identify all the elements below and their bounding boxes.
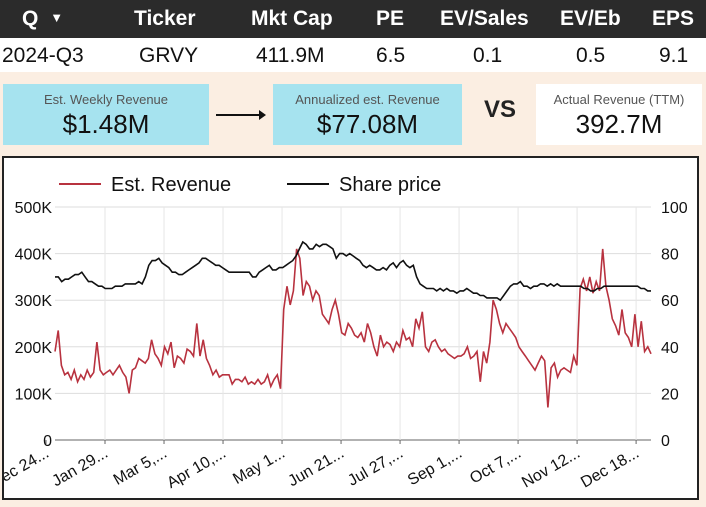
legend-est-revenue-label: Est. Revenue [111,174,231,196]
ticker-column-header: Ticker [134,7,196,30]
y-left-tick-label: 300K [15,293,53,310]
eps-column-header: EPS [652,7,695,30]
x-tick-label: Sep 1,... [405,445,465,490]
y-right-tick-label: 80 [661,247,679,264]
x-tick-label: Dec 18... [578,445,642,492]
table-header: Q ▼ Ticker Mkt Cap PE EV/Sales EV/Eb EPS [0,0,706,38]
legend-share-price-label: Share price [339,174,441,196]
mkt-cap-value: 411.9M [256,44,325,67]
y-left-tick-label: 100K [15,386,53,403]
x-tick-label: Mar 5,... [111,445,170,489]
revenue-chart: 0 100K 200K 300K 400K 500K 0 20 40 60 80 100 Dec 24.… [0,156,699,500]
actual-revenue-card: Actual Revenue (TTM) 392.7M [536,84,702,145]
weekly-revenue-value: $1.48M [62,109,150,139]
y-left-tick-label: 0 [43,433,52,450]
vs-label: VS [484,96,517,123]
x-tick-label: Oct 7,... [467,445,524,488]
table-row: 2024-Q3 GRVY 411.9M 6.5 0.1 0.5 9.1 [0,38,706,72]
annualized-revenue-label: Annualized est. Revenue [295,92,440,107]
x-tick-label: Jul 27,... [345,445,406,490]
x-tick-label: May 1... [230,445,288,488]
weekly-revenue-card: Est. Weekly Revenue $1.48M [3,84,209,145]
quarter-dropdown[interactable]: Q ▼ [22,0,63,38]
weekly-revenue-label: Est. Weekly Revenue [43,92,169,107]
ev-sales-column-header: EV/Sales [440,7,529,30]
est-revenue-line [54,248,652,408]
y-left-tick-label: 500K [15,200,53,217]
ev-eb-value: 0.5 [576,44,606,67]
y-right-tick-label: 20 [661,386,679,403]
y-right-tick-label: 0 [661,433,670,450]
y-right-tick-label: 40 [661,340,679,357]
eps-value: 9.1 [659,44,689,67]
share-price-line [55,240,651,302]
ticker-value: GRVY [139,44,199,67]
arrow-right-icon [216,110,266,120]
quarter-value: 2024-Q3 [2,44,84,67]
revenue-chart-svg: 0 100K 200K 300K 400K 500K 0 20 40 60 80 100 Dec 24.… [0,174,688,492]
y-right-tick-label: 60 [661,293,679,310]
pe-column-header: PE [376,7,405,30]
x-tick-label: Dec 24... [4,445,52,492]
annualized-revenue-value: $77.08M [316,109,419,139]
ev-eb-column-header: EV/Eb [560,7,621,30]
x-tick-label: Jan 29... [49,445,111,490]
mkt-cap-column-header: Mkt Cap [251,7,333,30]
x-tick-label: Apr 10,... [164,445,229,492]
y-left-tick-label: 400K [15,247,53,264]
pe-value: 6.5 [376,44,406,67]
y-left-tick-label: 200K [15,340,53,357]
ev-sales-value: 0.1 [473,44,503,67]
x-tick-label: Jun 21... [285,445,347,490]
annualized-revenue-card: Annualized est. Revenue $77.08M [273,84,462,145]
actual-revenue-value: 392.7M [575,109,663,139]
chevron-down-icon: ▼ [50,10,64,25]
actual-revenue-label: Actual Revenue (TTM) [553,92,685,107]
quarter-column-label: Q [22,7,39,30]
x-tick-label: Nov 12... [519,445,583,492]
y-right-tick-label: 100 [661,200,688,217]
